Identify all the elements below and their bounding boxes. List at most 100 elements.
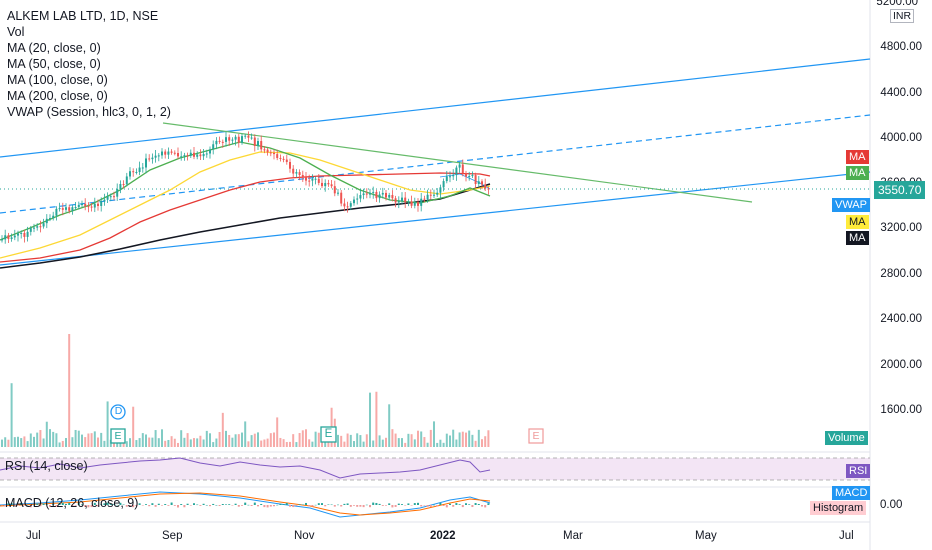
volume-bar bbox=[103, 440, 106, 447]
candle bbox=[42, 223, 45, 227]
volume-bar bbox=[141, 433, 144, 447]
histogram-bar bbox=[356, 505, 359, 507]
histogram-bar bbox=[250, 505, 253, 506]
volume-bar bbox=[375, 391, 378, 447]
candle bbox=[205, 153, 208, 155]
volume-bar bbox=[439, 439, 442, 447]
candle bbox=[231, 139, 234, 141]
macd-pane-label[interactable]: MACD (12, 26, close, 9) bbox=[5, 496, 139, 510]
volume-bar bbox=[388, 404, 391, 447]
legend-ma50[interactable]: MA (50, close, 0) bbox=[7, 57, 101, 71]
histogram-bar bbox=[273, 505, 275, 507]
volume-bar bbox=[90, 433, 93, 447]
volume-bar bbox=[263, 439, 266, 447]
mid-channel-line[interactable] bbox=[0, 114, 871, 214]
volume-bar bbox=[314, 431, 317, 447]
volume-bar bbox=[301, 430, 304, 447]
lower-channel-line[interactable] bbox=[0, 171, 871, 266]
histogram-bar bbox=[106, 502, 109, 505]
candle bbox=[327, 183, 330, 185]
histogram-bar bbox=[61, 502, 64, 505]
candle bbox=[52, 215, 55, 219]
candle bbox=[385, 192, 387, 198]
histogram-bar bbox=[55, 505, 58, 507]
currency-label[interactable]: INR bbox=[890, 9, 915, 23]
legend-ma20[interactable]: MA (20, close, 0) bbox=[7, 41, 101, 55]
rsi-pane-label[interactable]: RSI (14, close) bbox=[5, 459, 88, 473]
candle bbox=[461, 164, 464, 174]
price-label-1600: 1600.00 bbox=[880, 404, 922, 416]
volume-bar bbox=[173, 438, 176, 447]
earnings-marker-1[interactable] bbox=[110, 428, 126, 444]
histogram-bar bbox=[289, 505, 291, 507]
histogram-bar bbox=[119, 502, 122, 505]
histogram-bar bbox=[401, 504, 403, 505]
candle bbox=[180, 156, 183, 158]
candle bbox=[420, 198, 423, 206]
candle bbox=[369, 192, 371, 195]
histogram-bar bbox=[458, 504, 461, 505]
volume-bar bbox=[138, 438, 141, 447]
candle bbox=[193, 152, 195, 157]
histogram-bar bbox=[74, 505, 77, 506]
ma50-line bbox=[0, 151, 491, 259]
symbol-title[interactable]: ALKEM LAB LTD, 1D, NSE bbox=[7, 9, 159, 23]
volume-bar bbox=[420, 431, 423, 447]
volume-bar bbox=[29, 433, 32, 447]
legend-ma100[interactable]: MA (100, close, 0) bbox=[7, 73, 108, 87]
histogram-bar bbox=[247, 504, 250, 506]
time-label-jul-2: Jul bbox=[839, 530, 854, 542]
volume-bar bbox=[311, 441, 314, 447]
volume-bars bbox=[1, 334, 490, 447]
histogram-bar bbox=[349, 505, 352, 507]
signal-line bbox=[0, 492, 491, 516]
candle bbox=[125, 176, 128, 185]
histogram-bar bbox=[372, 502, 375, 505]
earnings-marker-future[interactable] bbox=[528, 428, 544, 444]
volume-bar bbox=[199, 435, 202, 447]
volume-bar bbox=[317, 432, 320, 447]
candle bbox=[423, 198, 426, 200]
histogram-bar bbox=[298, 504, 301, 505]
candle bbox=[445, 176, 448, 182]
legend-vwap[interactable]: VWAP (Session, hlc3, 0, 1, 2) bbox=[7, 105, 171, 119]
candle bbox=[269, 152, 272, 154]
histogram-bar bbox=[330, 504, 333, 506]
histogram-bar bbox=[308, 505, 311, 507]
volume-bar bbox=[343, 441, 346, 447]
ma200-line bbox=[0, 183, 491, 269]
volume-bar bbox=[241, 432, 243, 447]
candle bbox=[481, 181, 483, 185]
upper-channel-line[interactable] bbox=[0, 58, 871, 158]
volume-bar bbox=[369, 392, 371, 447]
volume-bar bbox=[458, 432, 461, 447]
candle bbox=[225, 137, 227, 142]
earnings-marker-2[interactable] bbox=[320, 426, 337, 443]
histogram-bar bbox=[301, 504, 304, 505]
volume-bar bbox=[484, 436, 487, 447]
volume-bar bbox=[257, 432, 259, 447]
volume-bar bbox=[442, 442, 445, 447]
volume-bar bbox=[170, 436, 173, 447]
volume-bar bbox=[84, 437, 87, 447]
legend-ma200[interactable]: MA (200, close, 0) bbox=[7, 89, 108, 103]
candle bbox=[61, 208, 64, 210]
volume-bar bbox=[186, 433, 189, 447]
candle bbox=[167, 151, 170, 155]
dividend-marker[interactable] bbox=[110, 404, 126, 420]
candle bbox=[84, 203, 87, 207]
price-label-4400: 4400.00 bbox=[880, 87, 922, 99]
time-label-nov: Nov bbox=[294, 530, 315, 542]
volume-tag: Volume bbox=[825, 431, 868, 445]
candle bbox=[218, 140, 221, 142]
candle bbox=[161, 151, 163, 156]
candles[interactable] bbox=[1, 131, 490, 244]
histogram-bar bbox=[23, 505, 26, 506]
histogram-bar bbox=[346, 503, 349, 505]
histogram-bar bbox=[433, 504, 435, 506]
histogram-bar bbox=[269, 505, 272, 507]
volume-bar bbox=[404, 442, 407, 447]
ma-yellow-tag: MA bbox=[846, 215, 869, 229]
legend-vol[interactable]: Vol bbox=[7, 25, 25, 39]
